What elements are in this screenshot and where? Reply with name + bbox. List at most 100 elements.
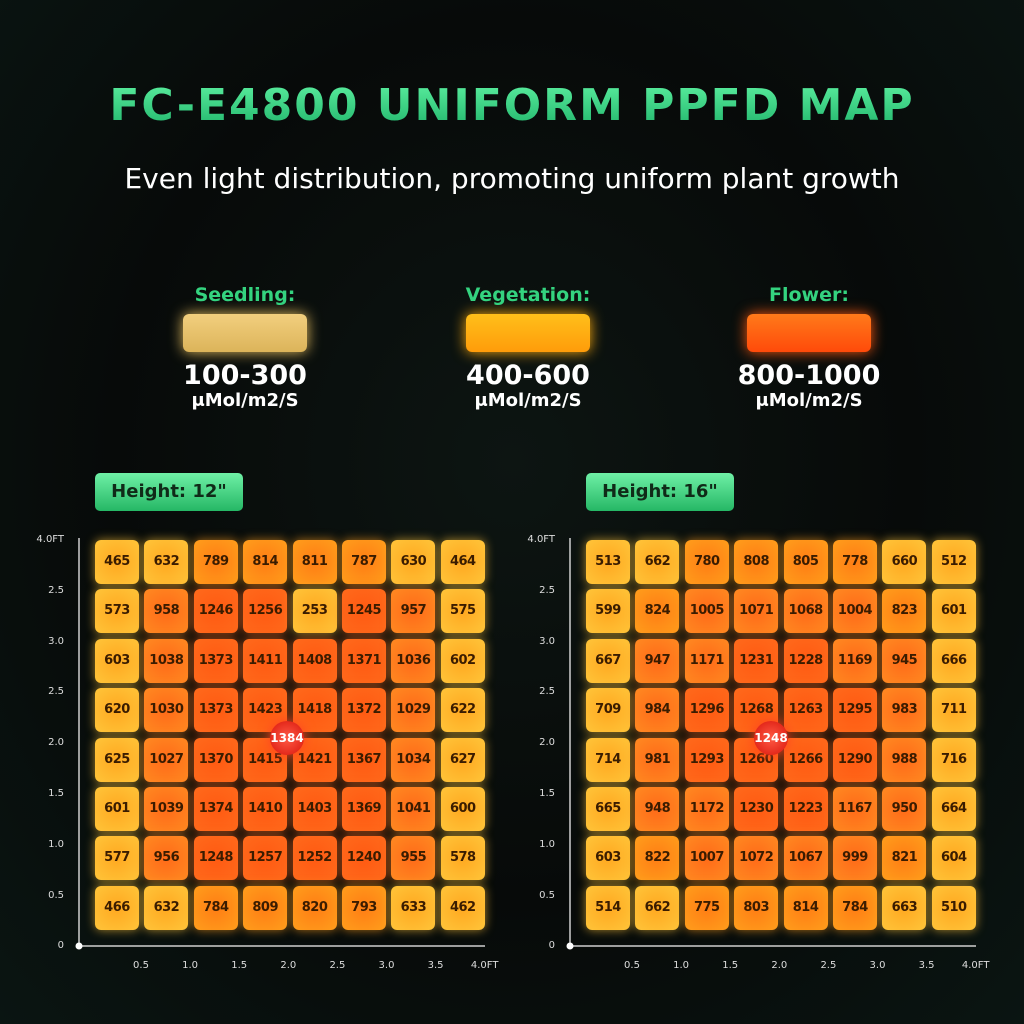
x-axis-label: 3.5 <box>918 960 935 971</box>
ppfd-cell: 1373 <box>193 688 238 733</box>
ppfd-cell: 632 <box>144 885 189 930</box>
ppfd-cell: 809 <box>243 885 288 930</box>
ppfd-cell: 666 <box>931 638 976 683</box>
ppfd-cell: 1257 <box>243 836 288 881</box>
ppfd-cell: 462 <box>440 885 485 930</box>
ppfd-cell: 1171 <box>684 638 729 683</box>
x-axis-label: 3.0 <box>378 960 395 971</box>
ppfd-cell: 253 <box>292 589 337 634</box>
ppfd-cell: 1408 <box>292 638 337 683</box>
ppfd-cell: 784 <box>193 885 238 930</box>
ppfd-cell: 465 <box>95 540 139 584</box>
ppfd-cell: 1029 <box>391 688 436 733</box>
ppfd-cell: 1370 <box>193 737 238 782</box>
ppfd-cell: 1374 <box>193 787 238 831</box>
ppfd-cell: 775 <box>684 885 729 930</box>
y-axis-label: 0.5 <box>539 889 555 901</box>
ppfd-cell: 662 <box>635 540 680 584</box>
ppfd-cell: 1005 <box>684 589 729 634</box>
legend-item: Seedling: 100-300 μMol/m2/S <box>145 284 345 411</box>
ppfd-cell: 778 <box>833 540 877 584</box>
y-axis-label: 3.0 <box>539 635 555 647</box>
ppfd-cell: 603 <box>95 638 139 683</box>
ppfd-cell: 1266 <box>783 737 828 782</box>
ppfd-cell: 622 <box>440 688 485 733</box>
ppfd-cell: 1230 <box>734 787 779 831</box>
x-axis-label: 1.5 <box>231 960 248 971</box>
ppfd-cell: 663 <box>882 885 927 930</box>
legend-swatch <box>183 314 307 352</box>
legend-range: 800-1000 <box>737 360 881 391</box>
ppfd-cell: 664 <box>931 787 976 831</box>
ppfd-cell: 667 <box>586 638 630 683</box>
ppfd-cell: 599 <box>586 589 630 634</box>
ppfd-cell: 627 <box>440 737 485 782</box>
ppfd-cell: 784 <box>833 885 877 930</box>
ppfd-cell: 601 <box>931 589 976 634</box>
ppfd-cell: 956 <box>144 836 189 881</box>
y-axis-label: 4.0FT <box>527 534 555 545</box>
ppfd-cell: 573 <box>95 589 139 634</box>
ppfd-cell: 1252 <box>292 836 337 881</box>
x-axis-label: 2.5 <box>329 960 346 971</box>
x-axis-label: 3.5 <box>427 960 444 971</box>
ppfd-cell: 1038 <box>144 638 189 683</box>
ppfd-cell: 601 <box>95 787 139 831</box>
ppfd-cell: 958 <box>144 589 189 634</box>
ppfd-cell: 945 <box>882 638 927 683</box>
y-axis-label: 2.5 <box>48 584 64 596</box>
ppfd-cell: 1411 <box>243 638 288 683</box>
ppfd-cell: 510 <box>931 885 976 930</box>
ppfd-cell: 983 <box>882 688 927 733</box>
ppfd-cell: 1068 <box>783 589 828 634</box>
y-axis-label: 1.0 <box>539 838 555 850</box>
y-axis-label: 4.0FT <box>36 534 64 545</box>
y-axis-label: 0 <box>57 940 64 952</box>
legend-range: 400-600 <box>466 360 590 391</box>
ppfd-cell: 630 <box>391 540 436 584</box>
subtitle: Even light distribution, promoting unifo… <box>124 162 900 195</box>
y-axis-label: 0 <box>548 940 555 952</box>
ppfd-cell: 1007 <box>684 836 729 881</box>
ppfd-cell: 665 <box>586 787 630 831</box>
ppfd-cell: 578 <box>440 836 485 881</box>
ppfd-cell: 604 <box>931 836 976 881</box>
legend-label: Flower: <box>769 284 849 306</box>
ppfd-cell: 1293 <box>684 737 729 782</box>
ppfd-cell: 1369 <box>342 787 386 831</box>
ppfd-cell: 814 <box>243 540 288 584</box>
x-axis-label: 2.0 <box>280 960 297 971</box>
ppfd-cell: 1027 <box>144 737 189 782</box>
ppfd-cell: 1245 <box>342 589 386 634</box>
ppfd-cell: 575 <box>440 589 485 634</box>
ppfd-cell: 632 <box>144 540 189 584</box>
ppfd-cell: 660 <box>882 540 927 584</box>
ppfd-cell: 602 <box>440 638 485 683</box>
ppfd-cell: 1256 <box>243 589 288 634</box>
y-axis-label: 2.5 <box>539 584 555 596</box>
y-axis-label: 2.0 <box>48 737 64 749</box>
legend-item: Flower: 800-1000 μMol/m2/S <box>709 284 909 411</box>
ppfd-cell: 1246 <box>193 589 238 634</box>
x-axis-label: 3.0 <box>869 960 886 971</box>
ppfd-cell: 711 <box>931 688 976 733</box>
legend-range: 100-300 <box>183 360 307 391</box>
legend-swatch <box>466 314 590 352</box>
ppfd-cell: 714 <box>586 737 630 782</box>
x-axis-label: 4.0FT <box>961 960 990 971</box>
ppfd-cell: 1231 <box>734 638 779 683</box>
ppfd-cell: 633 <box>391 885 436 930</box>
x-axis-label: 2.0 <box>771 960 788 971</box>
ppfd-cell: 716 <box>931 737 976 782</box>
ppfd-cell: 950 <box>882 787 927 831</box>
ppfd-cell: 577 <box>95 836 139 881</box>
legend-swatch <box>747 314 871 352</box>
legend-unit: μMol/m2/S <box>755 390 863 411</box>
ppfd-cell: 1167 <box>833 787 877 831</box>
legend-unit: μMol/m2/S <box>191 390 299 411</box>
ppfd-cell: 1041 <box>391 787 436 831</box>
legend-unit: μMol/m2/S <box>474 390 582 411</box>
height-tag: Height: 16" <box>586 473 734 511</box>
ppfd-cell: 793 <box>342 885 386 930</box>
